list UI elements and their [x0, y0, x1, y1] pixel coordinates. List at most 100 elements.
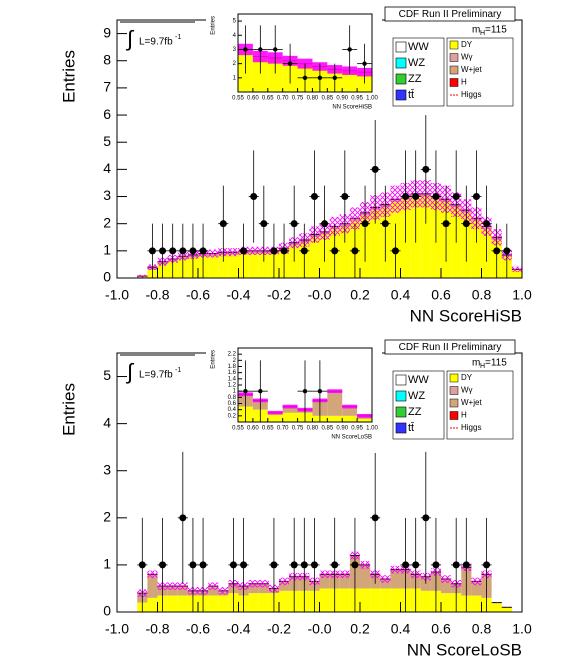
legend-swatch: [449, 373, 459, 383]
data-point: [260, 220, 268, 228]
legend-swatch: [449, 53, 459, 62]
data-point: [179, 514, 187, 522]
title-box: [384, 339, 516, 355]
data-point: [243, 388, 248, 394]
inset-y-label: Entries: [211, 350, 217, 369]
data-point: [273, 47, 278, 52]
legend-swatch: [395, 89, 407, 101]
stack-bar: [342, 415, 358, 422]
data-point: [199, 561, 207, 569]
legend-label: ZZ: [408, 406, 422, 418]
stack-bar: [360, 564, 371, 589]
y-tick-label: 1: [103, 556, 111, 572]
data-point: [258, 47, 263, 52]
data-point: [442, 220, 450, 228]
y-tick-label: 0: [103, 269, 111, 285]
data-point: [317, 388, 323, 394]
data-point: [290, 561, 298, 569]
data-point: [310, 193, 318, 201]
x-tick-label: 0.2: [350, 621, 370, 637]
legend-label: H: [461, 78, 467, 87]
y-tick-label: 0.6: [228, 401, 237, 407]
uncertainty-band: [228, 248, 239, 257]
stack-bar: [218, 595, 229, 612]
data-point: [432, 193, 440, 201]
y-tick-label: 5: [233, 19, 237, 25]
stack-bar: [228, 254, 239, 278]
uncertainty-band: [471, 577, 482, 586]
y-axis-label: Entries: [59, 383, 78, 436]
data-point: [258, 388, 263, 394]
uncertainty-band: [501, 607, 512, 608]
y-tick-label: 4: [233, 33, 237, 39]
y-tick-label: 1.2: [228, 383, 237, 389]
title: CDF Run II Preliminary: [399, 9, 502, 20]
x-tick-label: -1.0: [105, 621, 129, 637]
x-tick-label: 0.85: [321, 96, 333, 102]
stack-bar: [267, 57, 283, 92]
x-tick-label: -0.0: [307, 287, 331, 303]
data-point: [361, 220, 369, 228]
stack-bar: [319, 588, 330, 612]
stack-bar: [390, 569, 401, 589]
y-tick-label: 2: [103, 214, 111, 230]
uncertainty-band: [208, 249, 219, 258]
data-point: [493, 247, 501, 255]
legend-swatch: [395, 374, 407, 386]
x-tick-label: -0.6: [186, 621, 210, 637]
x-tick-label: 0.70: [277, 426, 289, 432]
stack-bar: [218, 254, 229, 278]
data-point: [159, 247, 167, 255]
legend-label: WZ: [408, 390, 425, 402]
uncertainty-band: [248, 246, 259, 255]
data-point: [452, 193, 460, 201]
x-tick-label: -0.4: [226, 287, 250, 303]
legend-swatch: [449, 398, 459, 408]
y-tick-label: 7: [103, 79, 111, 95]
y-tick-label: 2: [233, 358, 237, 364]
title: CDF Run II Preliminary: [399, 342, 502, 353]
stack-bar: [208, 256, 219, 278]
data-point: [219, 220, 227, 228]
stack-bar: [342, 406, 358, 416]
legend-swatch: [449, 411, 459, 420]
legend-swatch: [395, 422, 407, 434]
data-point: [503, 247, 511, 255]
stack-bar: [267, 412, 283, 422]
y-tick-label: 1.4: [228, 376, 237, 382]
uncertainty-band: [511, 266, 522, 273]
x-tick-label: 1.00: [366, 426, 378, 432]
legend-label: tt̄: [408, 422, 414, 434]
legend-swatch: [395, 406, 407, 418]
legend-swatch: [395, 41, 407, 53]
x-axis-label: NN ScoreLoSB: [407, 640, 522, 659]
data-point: [371, 514, 379, 522]
stack-bar: [441, 593, 452, 612]
uncertainty-band: [297, 58, 313, 69]
data-point: [452, 561, 460, 569]
x-tick-label: 1.00: [366, 96, 378, 102]
data-point: [462, 561, 470, 569]
stack-bar: [208, 586, 219, 596]
y-tick-label: 0.8: [228, 395, 237, 401]
x-tick-label: -0.2: [267, 621, 291, 637]
x-tick-label: 0.55: [232, 426, 244, 432]
y-tick-label: 1: [233, 75, 237, 81]
x-tick-label: 0.75: [292, 426, 304, 432]
mass-value: =115: [485, 25, 507, 36]
legend-label: W+jet: [461, 398, 482, 407]
x-tick-label: 0.2: [350, 287, 370, 303]
stack-bar: [339, 588, 350, 612]
stack-bar: [279, 590, 290, 612]
legend-label: DY: [461, 40, 473, 49]
stack-bar: [420, 196, 431, 278]
legend-label: Higgs: [461, 423, 481, 432]
uncertainty-band: [258, 579, 269, 588]
x-tick-label: 0.80: [307, 426, 319, 432]
lumi-integral: ∫: [125, 26, 135, 51]
x-axis-label: NN ScoreHiSB: [410, 306, 522, 325]
y-tick-label: 2: [103, 509, 111, 525]
legend-label: WW: [408, 374, 429, 386]
data-point: [159, 561, 167, 569]
x-tick-label: 0.90: [336, 426, 348, 432]
